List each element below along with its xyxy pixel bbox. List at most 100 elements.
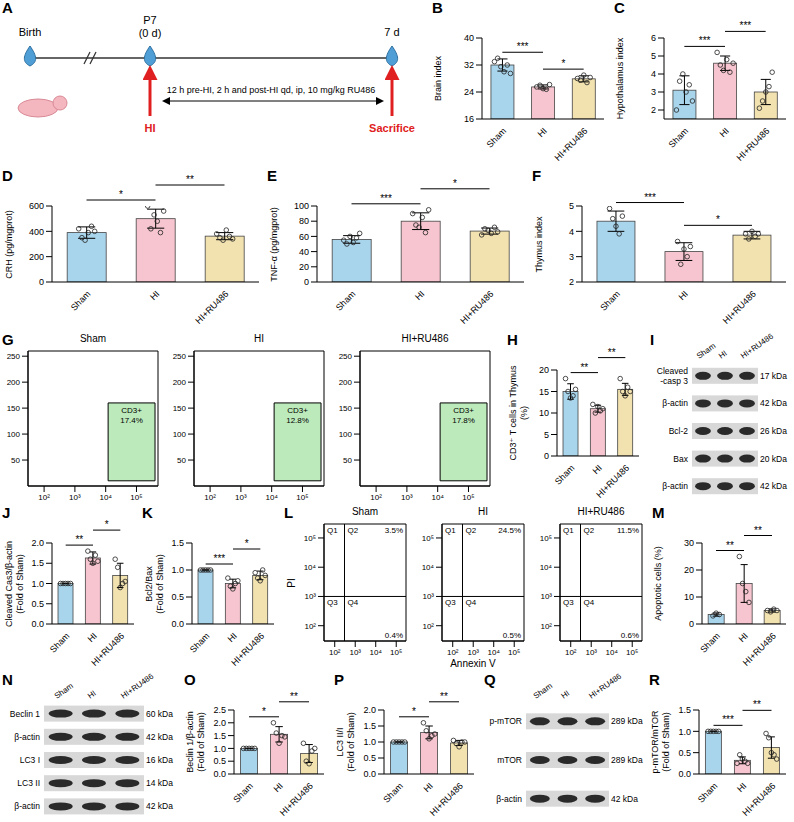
svg-text:20: 20 — [539, 365, 549, 375]
svg-text:Q3: Q3 — [327, 598, 338, 607]
svg-text:**: ** — [580, 362, 588, 373]
svg-text:Sham: Sham — [53, 681, 76, 701]
svg-text:20 kDa: 20 kDa — [760, 454, 787, 464]
svg-text:12.8%: 12.8% — [286, 416, 309, 425]
svg-text:(0 d): (0 d) — [139, 27, 162, 39]
svg-text:Sham: Sham — [69, 289, 93, 313]
svg-text:Q1: Q1 — [327, 526, 338, 535]
svg-text:10⁴: 10⁴ — [266, 493, 279, 502]
svg-text:1.5: 1.5 — [31, 558, 44, 568]
svg-text:60 kDa: 60 kDa — [146, 709, 173, 719]
svg-text:β-actin: β-actin — [496, 794, 522, 804]
svg-text:0: 0 — [304, 277, 309, 287]
svg-text:289 kDa: 289 kDa — [611, 716, 643, 726]
svg-text:Q3: Q3 — [445, 598, 456, 607]
svg-text:11.5%: 11.5% — [617, 526, 639, 535]
svg-text:40: 40 — [464, 33, 474, 43]
svg-text:80: 80 — [299, 216, 309, 226]
svg-text:p-mTOR: p-mTOR — [490, 716, 522, 726]
svg-text:Sham: Sham — [695, 341, 718, 361]
svg-text:0.5%: 0.5% — [503, 631, 521, 640]
svg-text:250: 250 — [339, 352, 353, 361]
svg-text:Sacrifice: Sacrifice — [369, 122, 415, 134]
svg-text:100: 100 — [339, 430, 353, 439]
svg-text:2.0: 2.0 — [363, 705, 376, 715]
svg-text:10: 10 — [539, 408, 549, 418]
svg-text:17.4%: 17.4% — [120, 416, 143, 425]
svg-text:20: 20 — [684, 565, 694, 575]
svg-text:10²: 10² — [447, 648, 459, 657]
svg-text:200: 200 — [7, 378, 21, 387]
svg-text:10²: 10² — [422, 622, 434, 631]
svg-text:6: 6 — [651, 33, 656, 43]
svg-text:10: 10 — [684, 592, 694, 602]
svg-text:5: 5 — [569, 201, 574, 211]
svg-text:HI: HI — [86, 689, 98, 701]
svg-text:mTOR: mTOR — [497, 755, 522, 765]
svg-text:*: * — [119, 189, 123, 200]
svg-text:400: 400 — [29, 227, 44, 237]
svg-text:Bcl-2: Bcl-2 — [669, 426, 689, 436]
svg-text:Sham: Sham — [696, 781, 720, 805]
svg-text:Sham: Sham — [667, 126, 691, 150]
svg-text:42 kDa: 42 kDa — [146, 732, 173, 742]
svg-text:42 kDa: 42 kDa — [146, 801, 173, 811]
svg-text:HI+RU486: HI+RU486 — [229, 631, 266, 668]
svg-text:10³: 10³ — [585, 648, 597, 657]
svg-text:Sham: Sham — [48, 631, 72, 655]
svg-text:Birth: Birth — [19, 26, 42, 38]
svg-text:Sham: Sham — [598, 289, 622, 313]
svg-text:12 h pre-HI, 2 h and post-HI q: 12 h pre-HI, 2 h and post-HI qd, ip, 10 … — [167, 85, 376, 95]
svg-text:2.5: 2.5 — [213, 705, 226, 715]
svg-text:HI: HI — [590, 463, 603, 476]
svg-text:2.0: 2.0 — [31, 538, 44, 548]
svg-text:**: ** — [186, 174, 194, 185]
svg-text:0.5: 0.5 — [363, 753, 376, 763]
svg-text:Q1: Q1 — [563, 526, 574, 535]
svg-text:1.0: 1.0 — [213, 744, 226, 754]
svg-text:0.0: 0.0 — [213, 769, 226, 779]
svg-text:10²: 10² — [540, 622, 552, 631]
svg-text:600: 600 — [29, 201, 44, 211]
svg-text:HI: HI — [145, 122, 156, 134]
svg-text:17.8%: 17.8% — [452, 416, 475, 425]
svg-text:Sham: Sham — [334, 289, 358, 313]
svg-text:10⁴: 10⁴ — [606, 648, 619, 657]
svg-text:HI+RU486: HI+RU486 — [553, 126, 590, 163]
svg-text:***: *** — [380, 193, 392, 204]
svg-text:60: 60 — [299, 232, 309, 242]
svg-text:150: 150 — [7, 404, 21, 413]
svg-text:10⁵: 10⁵ — [390, 648, 402, 657]
svg-text:***: *** — [644, 192, 656, 203]
svg-text:CD3+: CD3+ — [121, 406, 142, 415]
svg-text:20: 20 — [299, 262, 309, 272]
svg-text:Q3: Q3 — [563, 598, 574, 607]
svg-text:Sham: Sham — [553, 463, 577, 487]
svg-text:15: 15 — [539, 387, 549, 397]
svg-text:HI: HI — [421, 781, 434, 794]
svg-text:10³: 10³ — [349, 648, 361, 657]
svg-text:HI+RU486: HI+RU486 — [89, 631, 126, 668]
svg-text:2.0: 2.0 — [213, 718, 226, 728]
svg-text:HI+RU486: HI+RU486 — [458, 289, 495, 326]
svg-text:10³: 10³ — [401, 493, 413, 502]
svg-text:10⁵: 10⁵ — [304, 534, 316, 543]
svg-text:HI: HI — [413, 289, 426, 302]
svg-text:0.5: 0.5 — [31, 599, 44, 609]
svg-text:Q2: Q2 — [348, 526, 359, 535]
svg-text:10³: 10³ — [304, 592, 316, 601]
svg-text:HI+RU486: HI+RU486 — [735, 126, 772, 163]
svg-text:*: * — [716, 214, 720, 225]
svg-text:CD3+: CD3+ — [453, 406, 474, 415]
svg-text:0.0: 0.0 — [678, 769, 691, 779]
svg-text:10³: 10³ — [422, 592, 434, 601]
svg-text:150: 150 — [339, 404, 353, 413]
svg-text:1.5: 1.5 — [171, 538, 184, 548]
svg-text:0.4%: 0.4% — [385, 631, 403, 640]
svg-text:HI+RU486: HI+RU486 — [119, 672, 155, 701]
svg-text:Q4: Q4 — [584, 598, 595, 607]
svg-text:**: ** — [75, 534, 83, 545]
svg-text:7 d: 7 d — [384, 26, 399, 38]
svg-text:3.5%: 3.5% — [385, 526, 403, 535]
svg-text:0.5: 0.5 — [678, 748, 691, 758]
